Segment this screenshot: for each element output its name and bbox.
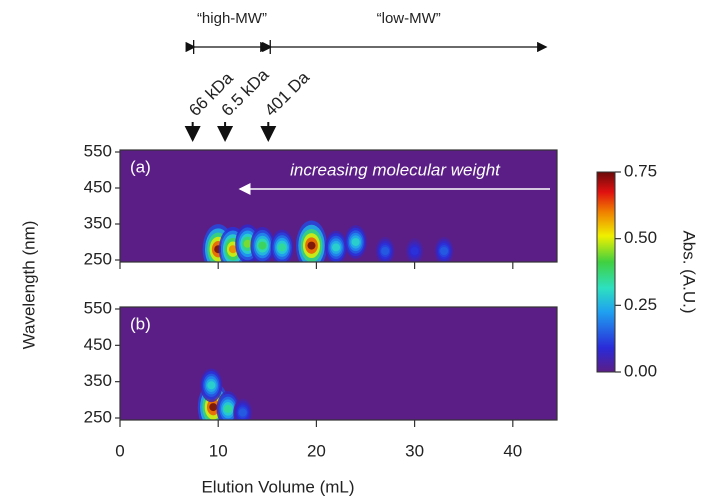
colorbar-tick-label: 0.50: [624, 228, 657, 247]
y-tick-label: 550: [84, 141, 112, 160]
heat-spot: [228, 245, 237, 254]
y-tick-label: 250: [84, 249, 112, 268]
heatmap: [197, 368, 253, 420]
heat-spot: [332, 243, 341, 252]
panel-label: (b): [130, 314, 151, 333]
x-axis-label: Elution Volume (mL): [201, 477, 354, 496]
x-tick-label: 10: [209, 441, 228, 460]
heatmap: [202, 220, 454, 262]
x-tick-label: 30: [405, 441, 424, 460]
colorbar-tick-label: 0.00: [624, 361, 657, 380]
colorbar-tick-label: 0.25: [624, 295, 657, 314]
heat-spot: [207, 381, 216, 390]
y-tick-label: 550: [84, 298, 112, 317]
heat-spot: [243, 239, 252, 248]
panel-label: (a): [130, 157, 151, 176]
heat-spot: [410, 247, 419, 255]
heat-spot: [238, 408, 247, 417]
x-tick-label: 0: [115, 441, 124, 460]
range-label: “high-MW”: [197, 10, 267, 27]
y-tick-label: 250: [84, 407, 112, 426]
plot-frame: [119, 149, 558, 263]
y-tick-label: 450: [84, 335, 112, 354]
x-tick-label: 40: [503, 441, 522, 460]
y-axis-label: Wavelength (nm): [19, 221, 38, 350]
heat-spot: [224, 404, 233, 413]
plot-frame: [119, 306, 558, 421]
x-tick-label: 20: [307, 441, 326, 460]
heat-spot: [278, 243, 287, 252]
y-tick-label: 450: [84, 177, 112, 196]
range-label: “low-MW”: [377, 10, 441, 27]
y-tick-label: 350: [84, 213, 112, 232]
annotation: increasing molecular weight: [290, 160, 501, 179]
heat-spot: [209, 403, 218, 412]
heat-spot: [440, 247, 449, 255]
plot-background: [120, 307, 557, 420]
colorbar: [596, 171, 616, 373]
y-tick-label: 350: [84, 371, 112, 390]
heat-spot: [381, 247, 390, 255]
heat-spot: [258, 241, 267, 250]
heat-spot: [351, 238, 360, 246]
heat-spot: [307, 241, 316, 250]
colorbar-label: Abs. (A.U.): [680, 230, 699, 313]
colorbar-tick-label: 0.75: [624, 161, 657, 180]
